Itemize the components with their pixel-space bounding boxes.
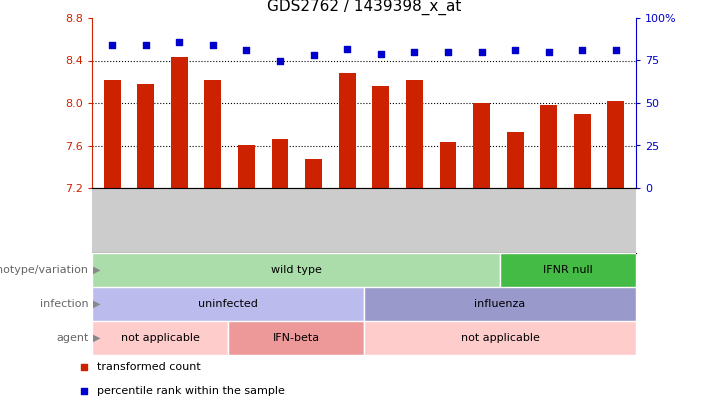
Text: influenza: influenza [475,299,526,309]
Point [174,38,185,45]
Bar [92,321,228,355]
Text: ▶: ▶ [93,299,101,309]
Bar [364,287,636,321]
Bar [500,253,636,287]
Point [274,57,285,64]
Point [107,42,118,49]
Bar [339,73,355,188]
Text: infection: infection [40,299,88,309]
Point [140,42,151,49]
Point [207,42,219,49]
Text: ▶: ▶ [93,265,101,275]
Bar [364,321,636,355]
Text: transformed count: transformed count [97,362,200,372]
Point [241,47,252,53]
Bar [507,132,524,188]
Bar [608,101,625,188]
Point [341,45,353,52]
Bar [272,139,288,188]
Text: ▶: ▶ [93,333,101,343]
Bar [171,58,188,188]
Text: IFNR null: IFNR null [543,265,593,275]
Text: genotype/variation: genotype/variation [0,265,88,275]
Bar [440,142,456,188]
Bar [406,80,423,188]
Point [611,47,622,53]
Bar [92,253,500,287]
Text: not applicable: not applicable [461,333,540,343]
Point [308,52,319,59]
Bar [228,321,364,355]
Bar [540,105,557,188]
Bar [238,145,255,188]
Text: uninfected: uninfected [198,299,258,309]
Bar [205,80,222,188]
Point [79,388,90,394]
Text: not applicable: not applicable [121,333,200,343]
Title: GDS2762 / 1439398_x_at: GDS2762 / 1439398_x_at [267,0,461,15]
Point [79,364,90,370]
Point [409,49,420,55]
Text: percentile rank within the sample: percentile rank within the sample [97,386,285,396]
Text: agent: agent [56,333,88,343]
Point [375,51,386,57]
Bar [372,86,389,188]
Point [476,49,487,55]
Bar [473,103,490,188]
Point [510,47,521,53]
Text: IFN-beta: IFN-beta [273,333,320,343]
Bar [137,84,154,188]
Bar [104,80,121,188]
Point [543,49,554,55]
Text: wild type: wild type [271,265,322,275]
Bar [305,159,322,188]
Bar [92,287,364,321]
Bar [574,114,591,188]
Point [442,49,454,55]
Point [577,47,588,53]
